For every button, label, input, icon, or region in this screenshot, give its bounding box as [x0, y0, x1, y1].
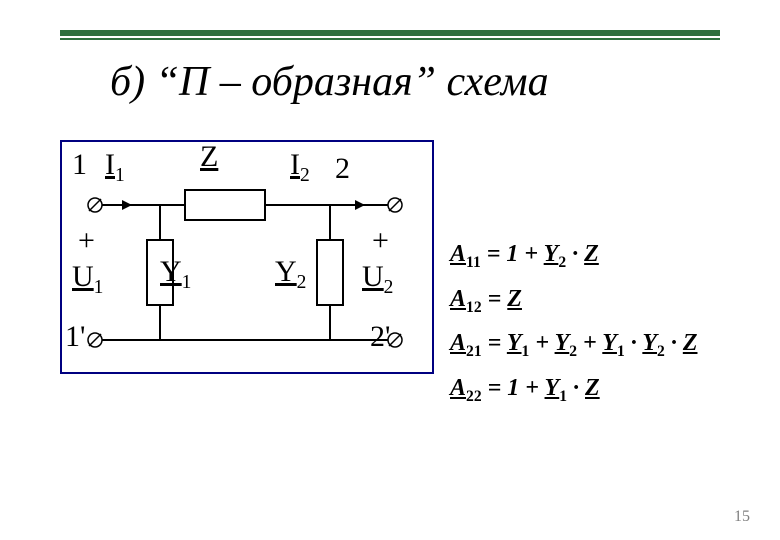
- circuit-label-port1_bot: 1': [65, 320, 85, 354]
- circuit-label-port2_bot: 2': [370, 320, 390, 354]
- equation-2: A12 = Z: [450, 280, 697, 321]
- circuit-label-i2: I2: [290, 148, 310, 187]
- slide-top-rule-thick: [60, 30, 720, 36]
- slide-top-rule-thin: [60, 38, 720, 40]
- equation-4: A22 = 1 + Y1 · Z: [450, 369, 697, 410]
- page-number: 15: [734, 508, 750, 526]
- slide-title: б) “П – образная” схема: [110, 58, 549, 106]
- equation-3: A21 = Y1 + Y2 + Y1 · Y2 · Z: [450, 324, 697, 365]
- equation-block: A11 = 1 + Y2 · ZA12 = ZA21 = Y1 + Y2 + Y…: [450, 235, 697, 414]
- circuit-label-port2_top: 2: [335, 152, 350, 186]
- circuit-label-u2: U2: [362, 260, 393, 299]
- circuit-label-y1: Y1: [160, 255, 191, 294]
- circuit-label-z: Z: [200, 140, 218, 174]
- circuit-label-port1_top: 1: [72, 148, 87, 182]
- circuit-label-y2: Y2: [275, 255, 306, 294]
- circuit-label-plus_right: +: [372, 224, 389, 258]
- equation-1: A11 = 1 + Y2 · Z: [450, 235, 697, 276]
- circuit-label-u1: U1: [72, 260, 103, 299]
- circuit-label-i1: I1: [105, 148, 125, 187]
- circuit-label-plus_left: +: [78, 224, 95, 258]
